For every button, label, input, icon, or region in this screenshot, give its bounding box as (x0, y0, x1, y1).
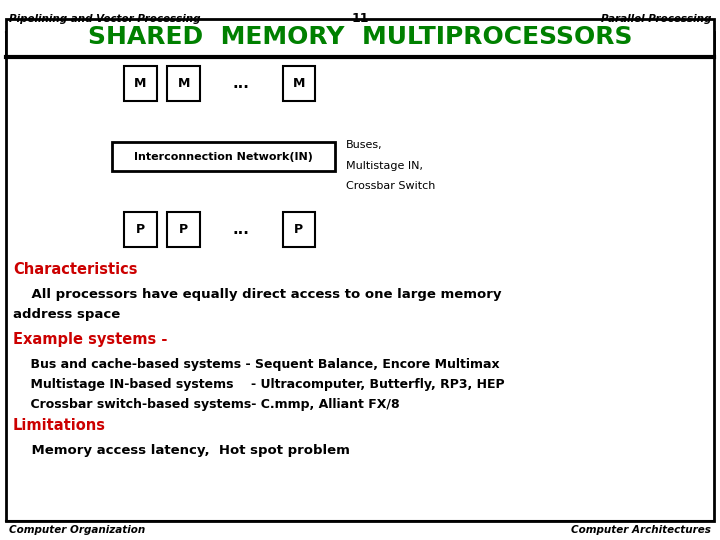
Text: Interconnection Network(IN): Interconnection Network(IN) (134, 152, 312, 161)
Text: M: M (177, 77, 190, 90)
Text: M: M (292, 77, 305, 90)
Text: address space: address space (13, 308, 120, 321)
Text: Multistage IN,: Multistage IN, (346, 161, 423, 171)
Text: Computer Organization: Computer Organization (9, 525, 145, 535)
Text: Parallel Processing: Parallel Processing (601, 14, 711, 24)
Text: ...: ... (233, 76, 250, 91)
Text: SHARED  MEMORY  MULTIPROCESSORS: SHARED MEMORY MULTIPROCESSORS (88, 25, 632, 49)
Text: Computer Architectures: Computer Architectures (572, 525, 711, 535)
Text: Characteristics: Characteristics (13, 262, 138, 277)
Text: All processors have equally direct access to one large memory: All processors have equally direct acces… (13, 288, 501, 301)
Text: Crossbar switch-based systems- C.mmp, Alliant FX/8: Crossbar switch-based systems- C.mmp, Al… (13, 398, 400, 411)
Text: Limitations: Limitations (13, 418, 106, 434)
Text: 11: 11 (351, 12, 369, 25)
Text: M: M (134, 77, 147, 90)
Text: Pipelining and Vector Processing: Pipelining and Vector Processing (9, 14, 200, 24)
Text: P: P (294, 223, 303, 236)
Text: Example systems -: Example systems - (13, 332, 167, 347)
Text: P: P (179, 223, 188, 236)
Text: Memory access latency,  Hot spot problem: Memory access latency, Hot spot problem (13, 444, 350, 457)
Text: ...: ... (233, 222, 250, 237)
Text: P: P (136, 223, 145, 236)
Text: Bus and cache-based systems - Sequent Balance, Encore Multimax: Bus and cache-based systems - Sequent Ba… (13, 358, 500, 371)
Text: Multistage IN-based systems    - Ultracomputer, Butterfly, RP3, HEP: Multistage IN-based systems - Ultracompu… (13, 378, 505, 391)
Text: Crossbar Switch: Crossbar Switch (346, 181, 435, 192)
Text: Buses,: Buses, (346, 140, 382, 151)
